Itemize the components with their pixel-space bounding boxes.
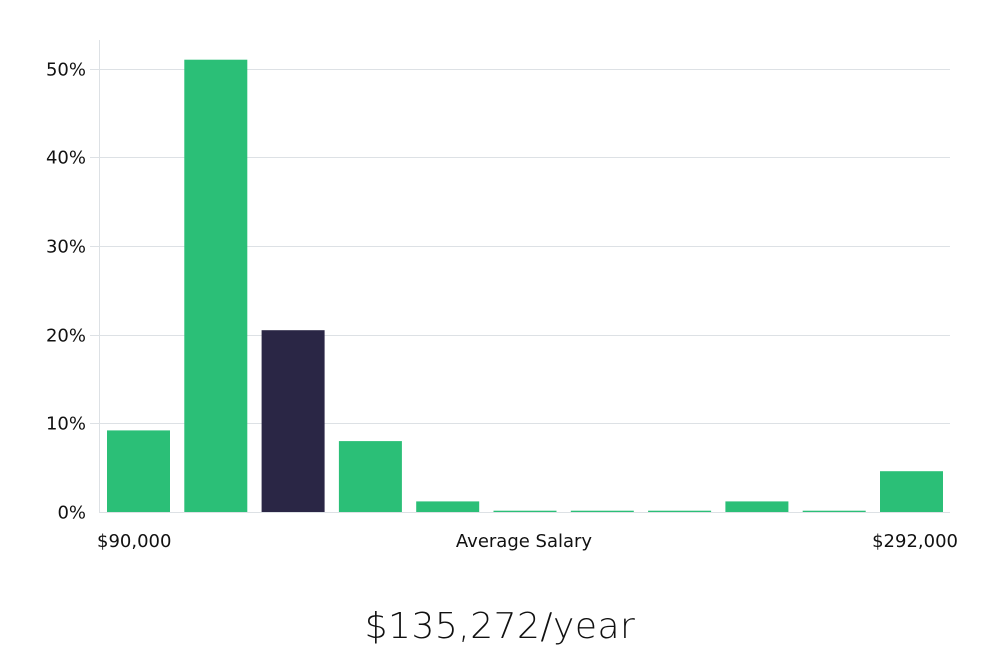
histogram-bar [570, 510, 634, 512]
y-tick-label: 50% [46, 60, 86, 81]
x-min-label: $90,000 [97, 531, 171, 552]
y-tick-label: 20% [46, 326, 86, 347]
histogram-bar [493, 510, 557, 512]
histogram-bar [107, 430, 170, 512]
y-tick-label: 40% [46, 148, 86, 169]
y-tick-label: 0% [57, 503, 86, 524]
histogram-bar [802, 510, 866, 512]
x-axis-title: Average Salary [456, 531, 593, 552]
histogram-bar [184, 59, 248, 512]
y-tick-label: 10% [46, 414, 86, 435]
y-tick-label: 30% [46, 237, 86, 258]
bars [107, 59, 943, 512]
average-salary-value: $135,272/year [364, 606, 636, 647]
salary-histogram-chart: 0% 10% 20% 30% 40% 50% $90,000 Average Salary… [46, 40, 958, 552]
histogram-bar [880, 471, 943, 512]
histogram-bar [648, 510, 712, 512]
x-max-label: $292,000 [872, 531, 958, 552]
histogram-bar [338, 441, 402, 512]
histogram-bar [416, 501, 480, 512]
histogram-bar [725, 501, 789, 512]
y-tick-labels: 0% 10% 20% 30% 40% 50% [46, 60, 86, 524]
histogram-bar-highlighted [261, 330, 325, 512]
